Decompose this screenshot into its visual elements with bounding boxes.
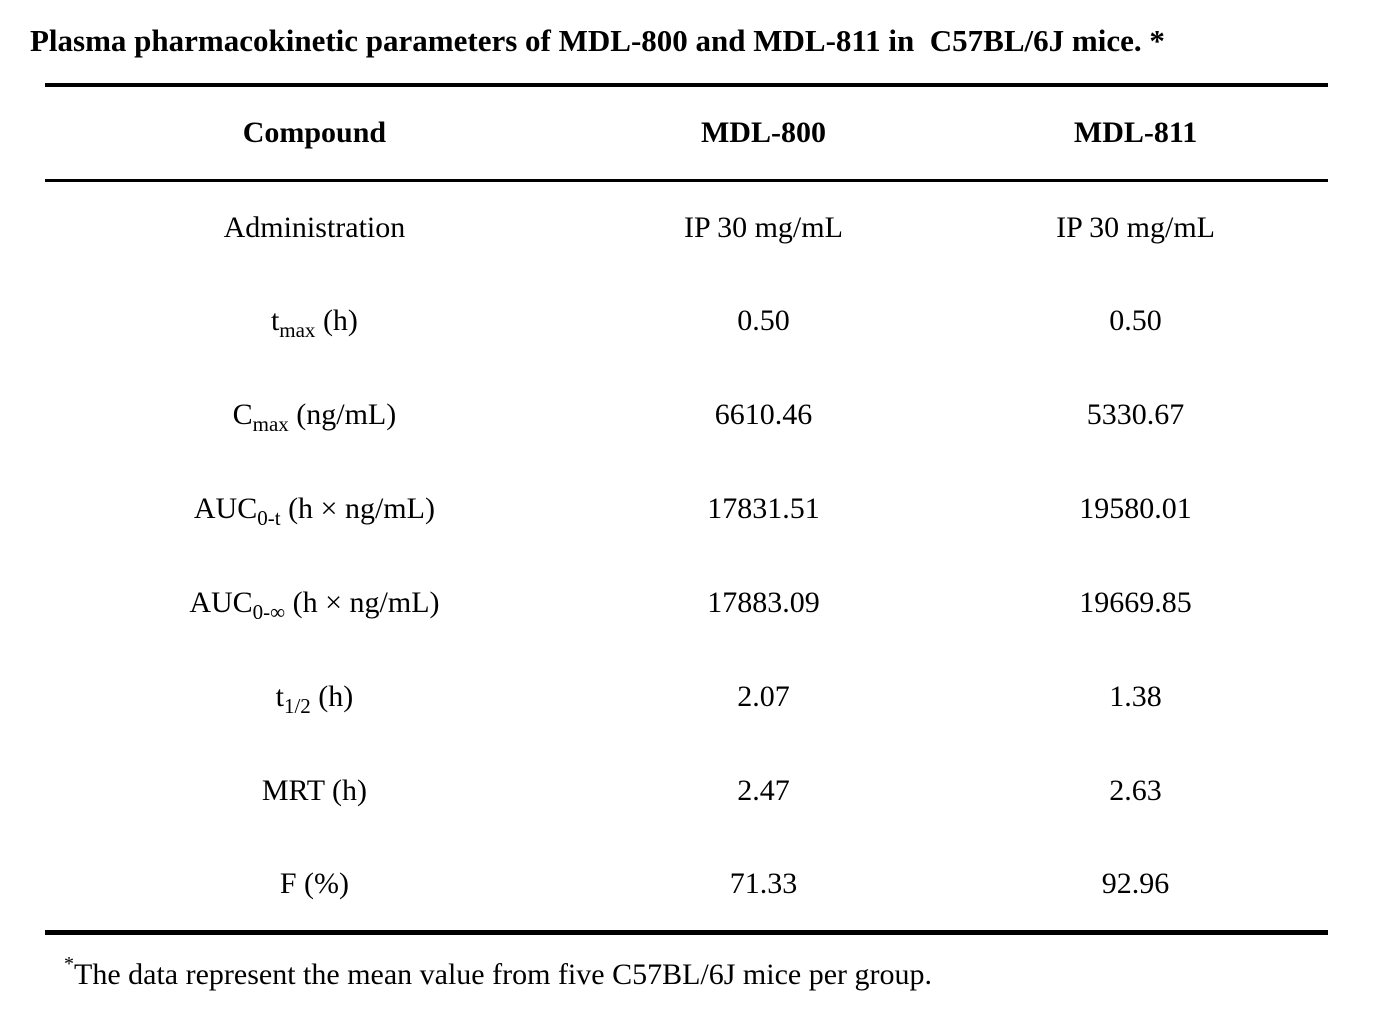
- param-label: Cmax (ng/mL): [45, 368, 584, 462]
- value-mdl811: 92.96: [1101, 866, 1170, 900]
- value-mdl800: 0.50: [737, 304, 790, 337]
- param-label: AUC0-t (h × ng/mL): [45, 462, 584, 556]
- param-label-text: C: [232, 398, 253, 431]
- column-header-mdl800: MDL-800: [700, 115, 826, 149]
- pk-parameters-table: Compound MDL-800 MDL-811 Administration …: [45, 83, 1328, 935]
- table-row-bioavailability: F (%) 71.33 92.96: [45, 838, 1328, 932]
- param-label-text: AUC: [189, 586, 253, 619]
- param-label-subscript: 0-t: [257, 506, 281, 530]
- param-label-unit: (h × ng/mL): [280, 492, 435, 525]
- table-caption: Plasma pharmacokinetic parameters of MDL…: [30, 23, 1165, 58]
- value-mdl811: 1.38: [1109, 680, 1162, 713]
- value-mdl811: 5330.67: [1086, 398, 1185, 431]
- value-mdl800: 17883.09: [707, 586, 820, 619]
- value-mdl800: 2.07: [737, 680, 790, 713]
- param-label: AUC0-∞ (h × ng/mL): [45, 556, 584, 650]
- table-row-mrt: MRT (h) 2.47 2.63: [45, 744, 1328, 838]
- param-label-text: F (%): [279, 866, 349, 900]
- value-mdl811: 0.50: [1109, 304, 1162, 337]
- param-label: t1/2 (h): [45, 650, 584, 744]
- param-label: F (%): [45, 838, 584, 932]
- table-row-auc0t: AUC0-t (h × ng/mL) 17831.51 19580.01: [45, 462, 1328, 556]
- value-mdl811: IP 30 mg/mL: [1056, 210, 1215, 244]
- value-mdl800: 6610.46: [714, 398, 813, 431]
- column-header-mdl811: MDL-811: [1073, 115, 1198, 149]
- param-label-subscript: max: [252, 412, 289, 436]
- param-label-unit: (h × ng/mL): [285, 586, 440, 619]
- value-mdl800: IP 30 mg/mL: [684, 210, 843, 244]
- table-row-cmax: Cmax (ng/mL) 6610.46 5330.67: [45, 368, 1328, 462]
- param-label-subscript: 0-∞: [252, 600, 286, 624]
- param-label-unit: (ng/mL): [288, 398, 397, 431]
- value-mdl800: 17831.51: [707, 492, 820, 525]
- value-mdl811: 19580.01: [1079, 492, 1192, 525]
- footnote-asterisk-marker: *: [64, 952, 74, 975]
- param-label: MRT (h): [45, 744, 584, 838]
- param-label-text: t: [270, 304, 280, 337]
- value-mdl811: 19669.85: [1079, 586, 1192, 619]
- param-label-unit: (h): [315, 304, 358, 337]
- param-label-subscript: 1/2: [283, 694, 311, 718]
- param-label-text: Administration: [223, 210, 406, 244]
- table-footnote: *The data represent the mean value from …: [64, 952, 1356, 995]
- param-label-text: t: [275, 680, 284, 713]
- param-label: tmax (h): [45, 274, 584, 368]
- value-mdl800: 71.33: [729, 866, 798, 900]
- param-label-text: MRT (h): [261, 774, 367, 807]
- table-row-auc0inf: AUC0-∞ (h × ng/mL) 17883.09 19669.85: [45, 556, 1328, 650]
- table-row-administration: Administration IP 30 mg/mL IP 30 mg/mL: [45, 180, 1328, 274]
- table-row-thalf: t1/2 (h) 2.07 1.38: [45, 650, 1328, 744]
- param-label: Administration: [45, 180, 584, 274]
- param-label-unit: (h): [310, 680, 354, 713]
- table-row-tmax: tmax (h) 0.50 0.50: [45, 274, 1328, 368]
- param-label-subscript: max: [279, 318, 316, 342]
- value-mdl811: 2.63: [1109, 774, 1162, 807]
- param-label-text: AUC: [193, 492, 258, 525]
- footnote-text: The data represent the mean value from f…: [74, 957, 933, 991]
- table-header-row: Compound MDL-800 MDL-811: [45, 85, 1328, 180]
- column-header-compound: Compound: [242, 115, 387, 149]
- value-mdl800: 2.47: [737, 774, 790, 807]
